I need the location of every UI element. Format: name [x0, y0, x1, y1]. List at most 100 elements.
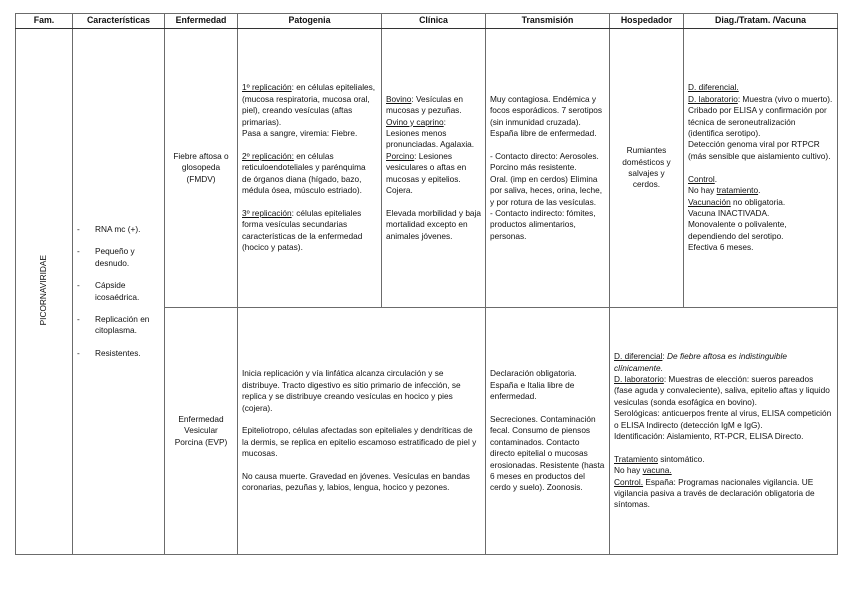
text-segment: Oral. (imp en cerdos) Elimina por saliva…: [490, 173, 603, 207]
paragraph: Monovalente o polivalente, dependiendo d…: [688, 219, 833, 242]
text-segment: : en células epiteliales, (mucosa respir…: [242, 82, 376, 127]
paragraph: Muy contagiosa. Endémica y focos esporád…: [490, 94, 605, 140]
diagnostico-cell: D. diferencial. D. laboratorio: Muestra (…: [683, 28, 838, 308]
paragraph: 1º replicación: en células epiteliales, …: [242, 82, 377, 128]
paragraph: Tratamiento sintomático.: [614, 454, 833, 465]
underlined-term: D. laboratorio: [614, 373, 664, 384]
picornaviridae-table: Fam. Características Enfermedad Patogeni…: [15, 13, 838, 555]
text-segment: Monovalente o polivalente, dependiendo d…: [688, 219, 787, 241]
header-diagnostico: Diag./Tratam. /Vacuna: [683, 13, 838, 29]
text-segment: Detección genoma viral por RTPCR (más se…: [688, 139, 831, 161]
paragraph: Epiteliotropo, células afectadas son epi…: [242, 425, 481, 459]
header-patogenia: Patogenia: [237, 13, 382, 29]
text-segment: - Contacto directo: Aerosoles. Porcino m…: [490, 150, 599, 173]
characteristic-item: - Pequeño y desnudo.: [77, 246, 160, 269]
text-segment: Cribado por ELISA y confirmación por téc…: [688, 105, 827, 139]
text-segment: Serológicas: anticuerpos frente al virus…: [614, 408, 832, 430]
underlined-term: Control.: [614, 476, 644, 487]
underlined-term: vacuna.: [642, 465, 672, 476]
paragraph: Elevada morbilidad y baja mortalidad exc…: [386, 208, 481, 242]
text-segment: Inicia replicación y vía linfática alcan…: [242, 368, 461, 413]
underlined-term: Vacunación: [688, 196, 731, 207]
text-segment: .: [714, 173, 718, 184]
characteristic-item: - Cápside icosaédrica.: [77, 280, 160, 303]
header-clinica: Clínica: [381, 13, 486, 29]
text-segment: .: [758, 185, 761, 196]
diagnostico-cell: D. diferencial: De fiebre aftosa es indi…: [609, 307, 838, 555]
text-segment: No hay: [688, 185, 717, 196]
underlined-term: D. diferencial.: [688, 82, 739, 93]
paragraph: - Contacto directo: Aerosoles. Porcino m…: [490, 151, 605, 174]
paragraph: No hay tratamiento.: [688, 185, 833, 196]
bullet-dash: -: [77, 280, 80, 291]
text-segment: sintomático.: [657, 453, 705, 464]
characteristic-text: Pequeño y desnudo.: [95, 246, 135, 268]
bullet-dash: -: [77, 246, 80, 257]
header-hospedador: Hospedador: [609, 13, 684, 29]
text-segment: : células epiteliales forma vesículas se…: [242, 207, 363, 253]
bullet-dash: -: [77, 313, 80, 324]
text-segment: Efectiva 6 meses.: [688, 242, 754, 253]
patogenia-cell: 1º replicación: en células epiteliales, …: [237, 28, 382, 308]
text-segment: Muy contagiosa. Endémica y focos esporád…: [490, 93, 603, 139]
text-segment: no obligatoria.: [730, 196, 786, 207]
paragraph: 2º replicación: en células reticuloendot…: [242, 151, 377, 197]
patogenia-cell: Inicia replicación y vía linfática alcan…: [237, 307, 486, 555]
paragraph: Efectiva 6 meses.: [688, 242, 833, 253]
family-name: PICORNAVIRIDAE: [38, 254, 49, 325]
paragraph: 3º replicación: células epiteliales form…: [242, 208, 377, 254]
header-fam: Fam.: [15, 13, 73, 29]
paragraph: Declaración obligatoria. España e Italia…: [490, 368, 605, 402]
paragraph: D. laboratorio: Muestras de elección: su…: [614, 374, 833, 408]
characteristic-item: - Resistentes.: [77, 348, 160, 359]
underlined-term: Tratamiento: [614, 453, 658, 464]
header-caracteristicas: Características: [72, 13, 165, 29]
underlined-term: D. diferencial: [614, 351, 663, 362]
text-segment: : Lesiones menos pronunciadas. Agalaxia.: [386, 116, 475, 150]
paragraph: Secreciones. Contaminación fecal. Consum…: [490, 414, 605, 494]
characteristics-cell: - RNA mc (+). - Pequeño y desnudo. - Cápside …: [72, 28, 165, 555]
paragraph: Pasa a sangre, viremia: Fiebre.: [242, 128, 377, 139]
disease-cell: Fiebre aftosa o glosopeda (FMDV): [164, 28, 238, 308]
table-row-fmdv: PICORNAVIRIDAE - RNA mc (+). - Pequeño y de…: [15, 28, 838, 555]
table-row-evp: Enfermedad Vesicular Porcina (EVP) Inici…: [16, 307, 838, 555]
bullet-dash: -: [77, 347, 80, 358]
underlined-term: Porcino: [386, 150, 415, 161]
bullet-dash: -: [77, 223, 80, 234]
header-row: Fam. Características Enfermedad Patogeni…: [15, 13, 838, 29]
paragraph: Bovino: Vesículas en mucosas y pezuñas.: [386, 94, 481, 117]
underlined-term: Bovino: [386, 93, 412, 104]
paragraph: Ovino y caprino: Lesiones menos pronunci…: [386, 117, 481, 151]
underlined-term: 1º replicación: [242, 82, 292, 93]
header-transmision: Transmisión: [485, 13, 610, 29]
characteristic-text: RNA mc (+).: [95, 223, 141, 234]
paragraph: - Contacto indirecto: fómites, productos…: [490, 208, 605, 242]
paragraph: Identificación: Aislamiento, RT-PCR, ELI…: [614, 431, 833, 442]
text-segment: en células reticuloendoteliales y parénq…: [242, 150, 366, 196]
characteristics-list: - RNA mc (+). - Pequeño y desnudo. - Cápside …: [77, 224, 160, 359]
host-cell: Rumiantes domésticos y salvajes y cerdos…: [609, 28, 684, 308]
paragraph: Inicia replicación y vía linfática alcan…: [242, 368, 481, 414]
text-segment: Pasa a sangre, viremia: Fiebre.: [242, 128, 358, 139]
header-enfermedad: Enfermedad: [164, 13, 238, 29]
text-segment: España: Programas nacionales vigilancia.…: [614, 476, 815, 510]
paragraph: Control.: [688, 174, 833, 185]
characteristic-text: Replicación en citoplasma.: [95, 313, 150, 336]
text-segment: Epiteliotropo, células afectadas son epi…: [242, 425, 477, 459]
paragraph: D. diferencial: De fiebre aftosa es indi…: [614, 351, 833, 374]
underlined-term: tratamiento: [716, 185, 759, 196]
text-segment: No causa muerte. Gravedad en jóvenes. Ve…: [242, 470, 470, 493]
paragraph: Porcino: Lesiones vesiculares o aftas en…: [386, 151, 481, 197]
text-segment: : Lesiones vesiculares o aftas en mucosa…: [386, 150, 467, 196]
italic-text: De fiebre aftosa es indistinguible clíni…: [614, 351, 787, 373]
text-segment: Declaración obligatoria. España e Italia…: [490, 368, 577, 402]
text-segment: Vacuna INACTIVADA.: [688, 207, 770, 218]
disease-cell: Enfermedad Vesicular Porcina (EVP): [164, 307, 238, 555]
characteristic-text: Resistentes.: [95, 347, 141, 358]
text-segment: : Muestra (vivo o muerto).: [737, 93, 833, 104]
paragraph: D. laboratorio: Muestra (vivo o muerto).: [688, 94, 833, 105]
underlined-term: Ovino y caprino: [386, 116, 444, 127]
text-segment: Elevada morbilidad y baja mortalidad exc…: [386, 207, 482, 241]
underlined-term: Control: [688, 173, 715, 184]
text-segment: : Muestras de elección: sueros pareados …: [614, 373, 830, 407]
